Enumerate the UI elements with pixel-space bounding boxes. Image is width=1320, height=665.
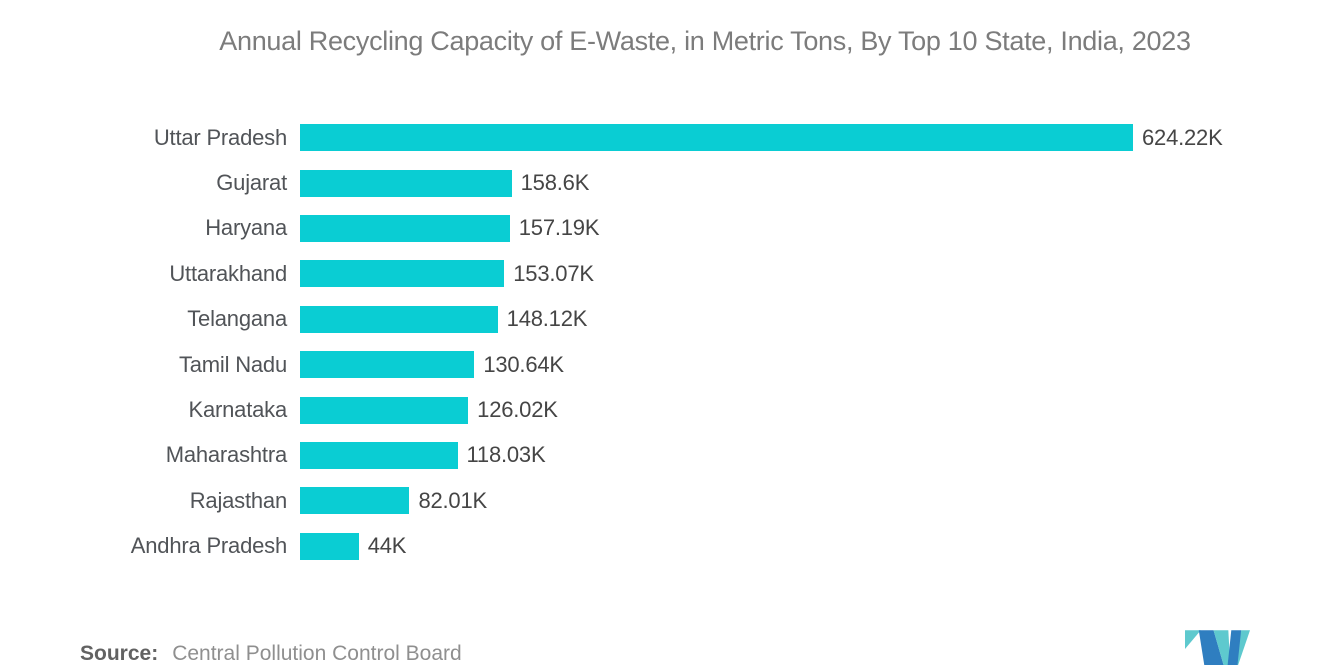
logo-teal-topleft <box>1185 630 1201 649</box>
bar-row: Tamil Nadu 130.64K <box>60 342 1310 387</box>
bar <box>300 396 469 424</box>
bar-track: 44K <box>300 532 1310 560</box>
category-label: Uttarakhand <box>169 260 287 286</box>
category-label: Uttar Pradesh <box>153 124 287 150</box>
bar <box>300 441 458 469</box>
bar-row: Haryana 157.19K <box>60 206 1310 251</box>
value-label: 148.12K <box>506 306 588 332</box>
logo-blue-left-band <box>1198 630 1224 665</box>
value-label: 82.01K <box>418 487 487 513</box>
bar-row: Uttar Pradesh 624.22K <box>60 115 1310 160</box>
bar-row: Telangana 148.12K <box>60 297 1310 342</box>
bar-track: 148.12K <box>300 305 1310 333</box>
bar <box>300 351 475 379</box>
chart-page: Annual Recycling Capacity of E-Waste, in… <box>0 26 1320 665</box>
source-line: Source: Central Pollution Control Board <box>80 642 462 665</box>
value-label: 624.22K <box>1142 124 1223 150</box>
value-label: 153.07K <box>513 260 594 286</box>
bar-track: 118.03K <box>300 441 1310 469</box>
source-label: Source: <box>80 642 159 665</box>
value-label: 44K <box>367 533 407 559</box>
logo-blue-right-stroke <box>1227 630 1242 665</box>
bar-row: Karnataka 126.02K <box>60 387 1310 432</box>
value-label: 157.19K <box>518 215 600 241</box>
category-label: Telangana <box>187 306 287 332</box>
chart-title: Annual Recycling Capacity of E-Waste, in… <box>219 26 1191 56</box>
logo-teal-mid-wedge <box>1213 630 1231 665</box>
value-label: 118.03K <box>466 442 546 468</box>
source-value: Central Pollution Control Board <box>172 642 462 665</box>
value-label: 158.6K <box>520 170 590 196</box>
category-label: Tamil Nadu <box>178 351 287 377</box>
category-label: Gujarat <box>216 170 287 196</box>
bar-track: 153.07K <box>300 260 1310 288</box>
bar-track: 157.19K <box>300 214 1310 242</box>
bar-row: Andhra Pradesh 44K <box>60 524 1310 569</box>
bar <box>300 169 512 197</box>
bar-row: Uttarakhand 153.07K <box>60 251 1310 296</box>
bar <box>300 305 498 333</box>
bar <box>300 532 359 560</box>
bar-track: 130.64K <box>300 351 1310 379</box>
category-label: Maharashtra <box>165 442 288 468</box>
bar <box>300 260 505 288</box>
bar-chart: Uttar Pradesh 624.22K Gujarat 158.6K Haryana… <box>60 115 1310 569</box>
bar-track: 158.6K <box>300 169 1310 197</box>
bar-row: Maharashtra 118.03K <box>60 433 1310 478</box>
value-label: 126.02K <box>477 397 558 423</box>
value-label: 130.64K <box>483 351 564 377</box>
category-label: Karnataka <box>188 397 288 423</box>
bar-track: 126.02K <box>300 396 1310 424</box>
mordor-intelligence-logo <box>1185 630 1250 665</box>
bar-track: 624.22K <box>300 124 1310 152</box>
bar-track: 82.01K <box>300 487 1310 515</box>
category-label: Andhra Pradesh <box>130 533 287 559</box>
bar-row: Rajasthan 82.01K <box>60 478 1310 523</box>
bar-row: Gujarat 158.6K <box>60 160 1310 205</box>
category-label: Rajasthan <box>189 487 287 513</box>
bar <box>300 214 510 242</box>
bar <box>300 124 1133 152</box>
bar <box>300 487 410 515</box>
category-label: Haryana <box>205 215 287 241</box>
